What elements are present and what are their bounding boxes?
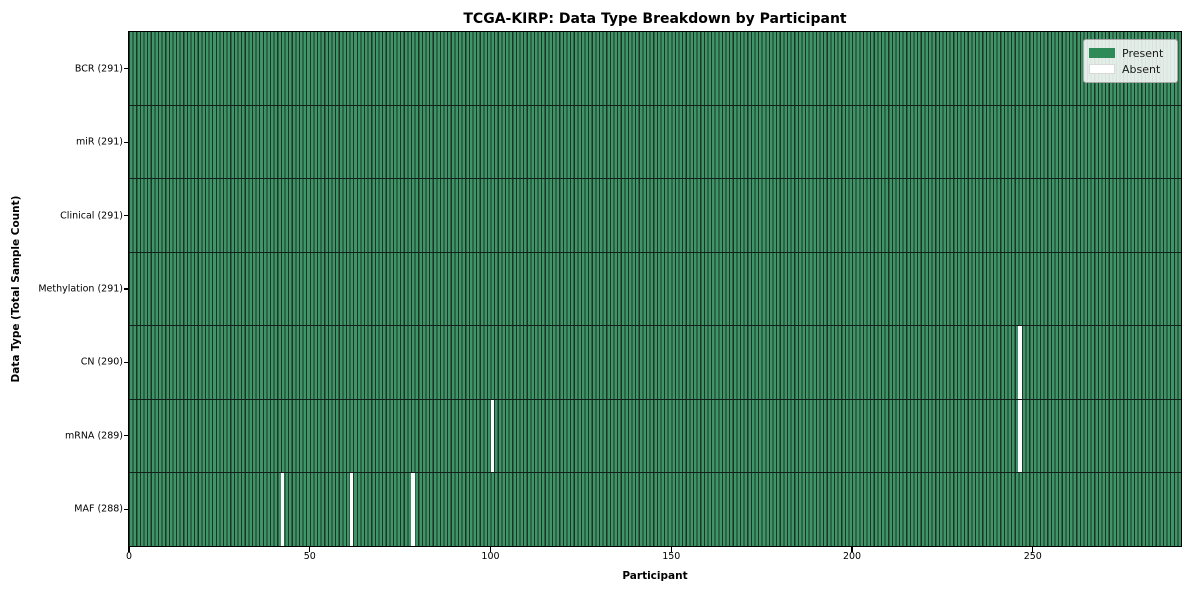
- row-divider: [129, 398, 1181, 400]
- y-tick-mark: [124, 141, 129, 143]
- y-tick-mark: [124, 68, 129, 70]
- y-tick-mark: [124, 214, 129, 217]
- x-tick-label-0: 0: [125, 551, 133, 562]
- x-tick-label-100: 100: [481, 551, 500, 562]
- legend-swatch-present: [1089, 48, 1115, 58]
- y-tick-label-mrna: mRNA (289): [64, 430, 123, 442]
- legend-label-absent: Absent: [1122, 62, 1161, 76]
- x-tick-label-50: 50: [303, 551, 316, 562]
- y-tick-mark: [124, 288, 129, 290]
- row-divider: [129, 104, 1181, 107]
- legend-label-present: Present: [1122, 46, 1164, 60]
- row-divider: [129, 325, 1181, 327]
- x-tick-mark: [489, 547, 492, 552]
- legend-swatch-absent: [1089, 64, 1115, 74]
- y-axis-label: Data Type (Total Sample Count): [10, 195, 22, 383]
- y-tick-mark: [124, 435, 129, 437]
- y-tick-label-bcr: BCR (291): [74, 63, 123, 75]
- y-tick-label-mir: miR (291): [75, 136, 123, 148]
- x-tick-label-200: 200: [842, 551, 862, 562]
- legend-entry-absent: Absent: [1089, 61, 1170, 77]
- y-tick-label-methylation: Methylation (291): [38, 283, 123, 295]
- x-tick-mark: [670, 547, 672, 552]
- x-tick-label-250: 250: [1023, 551, 1042, 562]
- y-tick-mark: [124, 361, 129, 364]
- x-axis-label: Participant: [622, 570, 688, 582]
- x-tick-label-150: 150: [662, 551, 681, 562]
- absent-gap-mrna-246: [1018, 399, 1022, 473]
- x-tick-mark: [1032, 547, 1034, 552]
- y-tick-label-maf: MAF (288): [74, 503, 123, 515]
- absent-gap-cn-246: [1018, 325, 1022, 400]
- absent-gap-mrna-100: [490, 399, 495, 473]
- row-divider: [129, 251, 1181, 253]
- row-divider: [129, 178, 1181, 180]
- absent-gap-maf-78: [410, 472, 415, 546]
- y-tick-mark: [124, 508, 129, 510]
- x-tick-mark: [851, 547, 853, 552]
- plot-area: [129, 32, 1181, 546]
- x-tick-mark: [128, 547, 130, 552]
- x-tick-mark: [309, 547, 311, 552]
- y-tick-label-clinical: Clinical (291): [60, 210, 123, 222]
- absent-gap-maf-42: [280, 472, 285, 546]
- row-divider: [129, 471, 1181, 474]
- legend: Present Absent: [1083, 39, 1178, 83]
- chart-title: TCGA-KIRP: Data Type Breakdown by Partic…: [463, 11, 847, 27]
- y-tick-label-cn: CN (290): [80, 356, 123, 368]
- legend-entry-present: Present: [1089, 45, 1170, 61]
- absent-gap-maf-61: [349, 472, 354, 546]
